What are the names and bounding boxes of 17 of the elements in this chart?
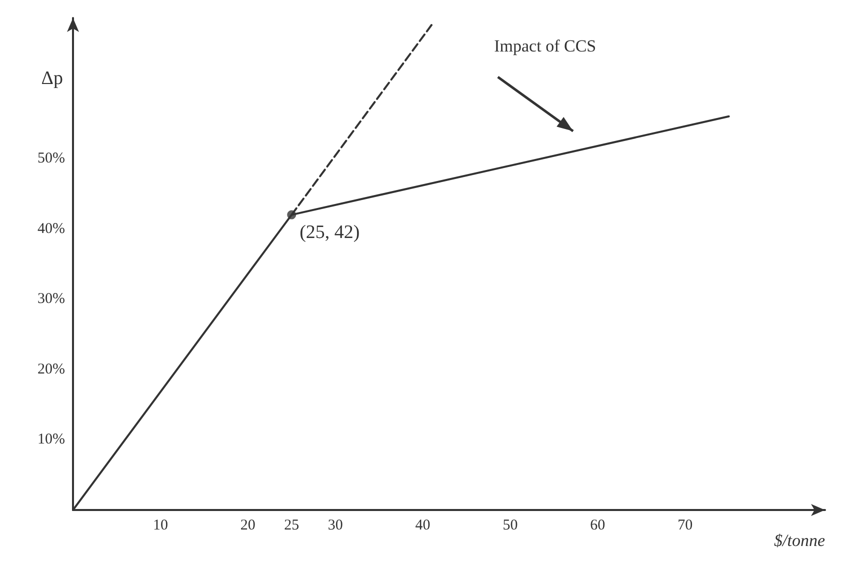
y-axis-title: Δp [41,68,63,89]
x-tick-label: 20 [240,518,256,534]
annotation: Impact of CCS [494,36,596,56]
y-tick-label: 30% [38,291,65,308]
x-tick-label: 60 [590,518,606,534]
x-tick-label: 10 [152,518,168,534]
x-tick-label: 40 [415,518,430,534]
y-tick-label: 40% [38,220,65,237]
annotation: (25, 42) [300,222,360,243]
x-tick-label: 70 [678,518,693,534]
x-tick-label: 25 [284,518,300,534]
y-tick-label: 50% [38,150,65,167]
y-tick-label: 20% [38,361,65,378]
x-axis-title: $/tonne [774,531,826,550]
x-tick-label: 50 [502,518,518,534]
y-tick-label: 10% [38,432,65,448]
x-tick-label: 30 [328,518,343,534]
